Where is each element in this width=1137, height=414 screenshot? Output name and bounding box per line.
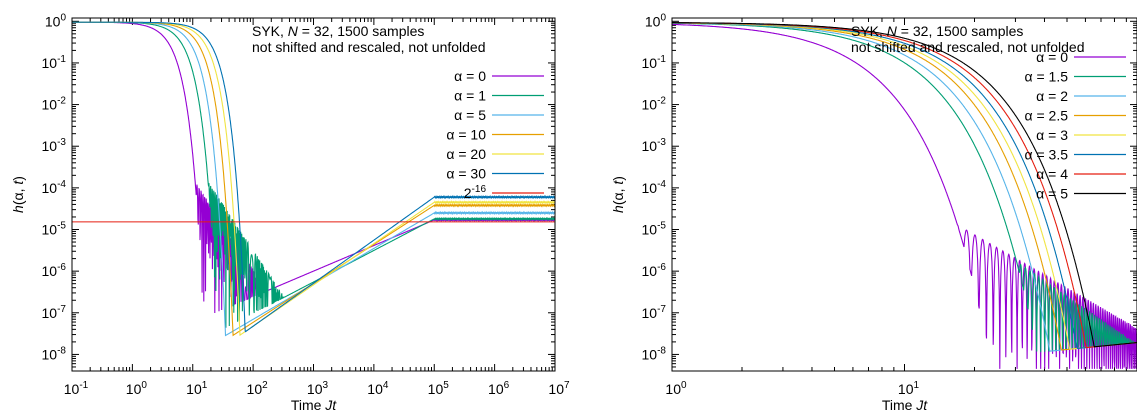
x-tick-label: 100 (665, 380, 687, 397)
series-line (72, 21, 555, 314)
legend-label: 2-16 (464, 184, 487, 201)
y-tick-label: 10-8 (642, 345, 667, 362)
legend-label: α = 0 (454, 68, 486, 84)
chart-subtitle: not shifted and rescaled, not unfolded (252, 39, 486, 55)
legend-label: α = 5 (1036, 186, 1068, 202)
ticks (671, 18, 1137, 372)
y-tick-label: 10-3 (42, 137, 67, 154)
plot-frame (671, 17, 1137, 372)
y-tick-label: 10-5 (42, 221, 67, 238)
y-tick-label: 10-4 (642, 179, 667, 196)
y-tick-label: 10-4 (42, 179, 67, 196)
legend-label: α = 2 (1036, 88, 1068, 104)
legend-label: α = 0 (1036, 49, 1068, 65)
legend-label: α = 3.5 (1024, 147, 1068, 163)
series-line (72, 21, 555, 328)
y-tick-label: 10-1 (42, 54, 67, 71)
y-axis-label: h(α, t) (610, 176, 626, 213)
plot-frame (71, 17, 556, 372)
chart-panel-2: 100 10-1 10-2 10-3 10-4 10-5 10-6 10-7 10-8 100 10… (610, 12, 1137, 413)
legend-label: α = 1.5 (1024, 69, 1068, 85)
legend-label: α = 10 (446, 127, 486, 143)
legend-label: α = 5 (454, 107, 486, 123)
x-tick-label: 106 (488, 380, 510, 397)
series-group (672, 22, 1137, 369)
x-tick-label: 103 (307, 380, 329, 397)
legend-label: α = 1 (454, 88, 486, 104)
y-tick-label: 100 (645, 12, 667, 29)
x-tick-label: 101 (186, 380, 208, 397)
legend: α = 0 α = 1 α = 5 α = 10 α = 20 α = 30 2-16 (446, 68, 544, 201)
legend-label: α = 2.5 (1024, 108, 1068, 124)
chart-panel-1: 100 10-1 10-2 10-3 10-4 10-5 10-6 10-7 10-8 10-1 1… (10, 12, 570, 413)
series-line (72, 21, 555, 333)
series-line (672, 22, 1137, 353)
legend-label: α = 20 (446, 146, 486, 162)
x-axis-label: Time Jt (291, 397, 337, 413)
y-tick-label: 10-5 (642, 221, 667, 238)
x-tick-label: 102 (247, 380, 269, 397)
legend-label: α = 30 (446, 166, 486, 182)
legend-label: α = 4 (1036, 166, 1068, 182)
y-tick-label: 10-2 (642, 96, 667, 113)
chart-title: SYK, N = 32, 1500 samples (851, 23, 1023, 39)
chart-title: SYK, N = 32, 1500 samples (252, 23, 424, 39)
x-tick-label: 105 (428, 380, 450, 397)
chart-subtitle: not shifted and rescaled, not unfolded (851, 39, 1085, 55)
series-line (672, 22, 1137, 348)
y-tick-label: 10-7 (42, 304, 67, 321)
x-axis-label: Time Jt (882, 397, 928, 413)
y-tick-label: 10-1 (642, 54, 667, 71)
x-tick-label: 10-1 (64, 380, 89, 397)
y-tick-label: 10-6 (642, 262, 667, 279)
series-line (672, 23, 1137, 369)
x-tick-label: 107 (548, 380, 570, 397)
y-axis-label: h(α, t) (10, 176, 26, 213)
y-tick-label: 10-6 (42, 262, 67, 279)
x-tick-label: 100 (126, 380, 148, 397)
series-group (72, 21, 555, 337)
legend: α = 0 α = 1.5 α = 2 α = 2.5 α = 3 α = 3.5 α = … (1024, 49, 1126, 202)
y-tick-label: 10-7 (642, 304, 667, 321)
x-tick-label: 101 (898, 380, 920, 397)
y-tick-label: 10-3 (642, 137, 667, 154)
legend-label: α = 3 (1036, 127, 1068, 143)
y-tick-label: 10-8 (42, 345, 67, 362)
y-tick-label: 100 (45, 12, 67, 29)
y-tick-label: 10-2 (42, 96, 67, 113)
x-tick-label: 104 (367, 380, 389, 397)
